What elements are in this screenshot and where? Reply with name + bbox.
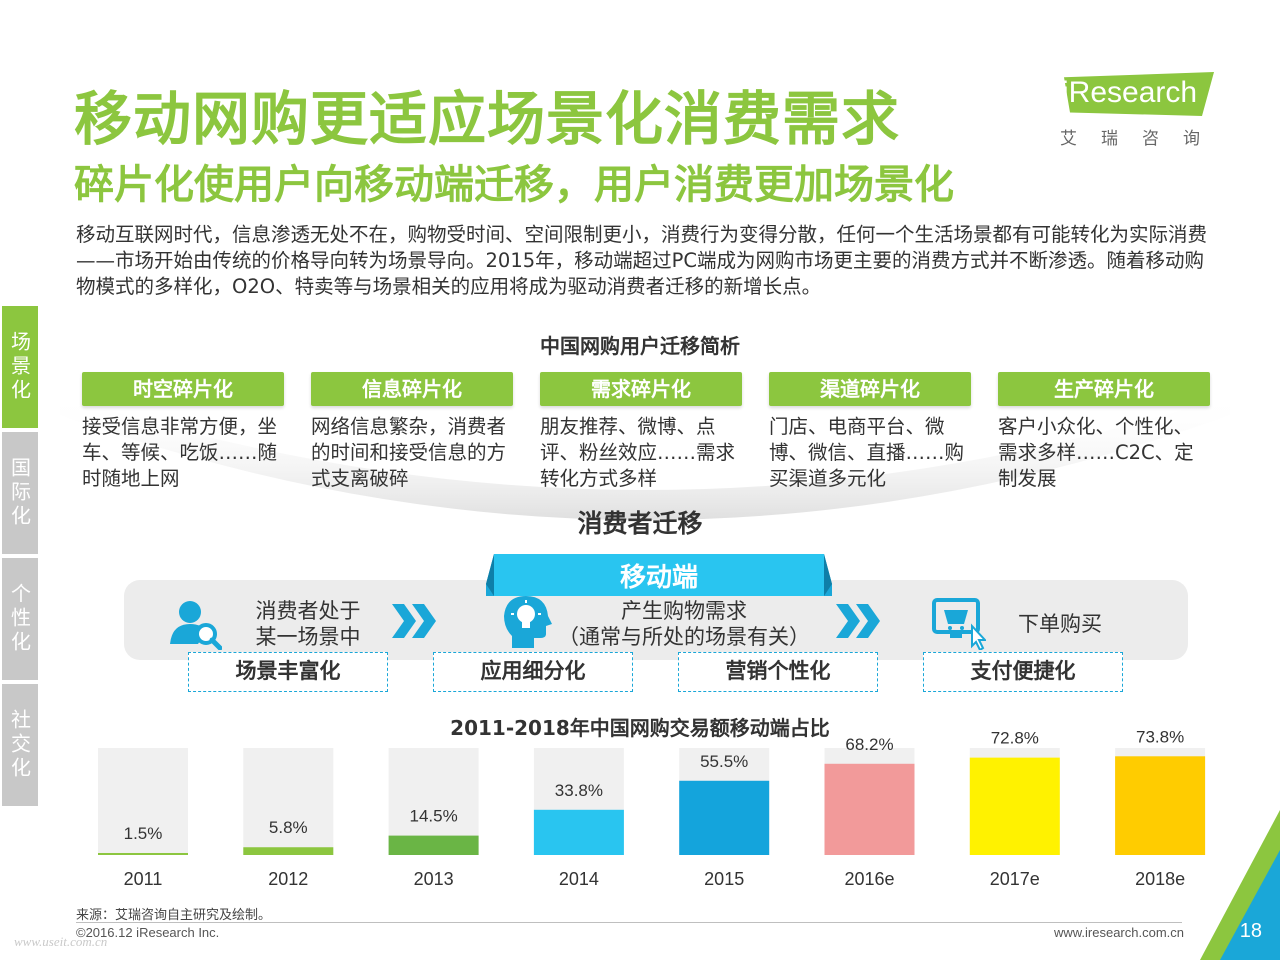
- fragment-heading: 时空碎片化: [82, 372, 284, 406]
- logo-flag-shape: [1064, 72, 1214, 116]
- bar-background: [824, 748, 915, 855]
- step-line: 消费者处于: [255, 599, 361, 623]
- fragment-heading: 需求碎片化: [540, 372, 742, 406]
- step-scenario: 消费者处于 某一场景中: [240, 598, 376, 650]
- step-purchase: 下单购买: [1000, 611, 1120, 637]
- page-number: 18: [1239, 920, 1262, 942]
- bar-background: [679, 748, 770, 855]
- bar-2016e: [824, 763, 915, 855]
- footer-divider: [76, 922, 1182, 923]
- fragment-channel: 渠道碎片化 门店、电商平台、微博、微信、直播……购买渠道多元化: [769, 372, 971, 492]
- mobile-label: 移动端: [619, 563, 698, 593]
- intro-paragraph: 移动互联网时代，信息渗透无处不在，购物受时间、空间限制更小，消费行为变得分散，任…: [76, 223, 1208, 298]
- fragment-information: 信息碎片化 网络信息繁杂，消费者的时间和接受信息的方式支离破碎: [311, 372, 513, 492]
- step-line: （通常与所处的场景有关）: [558, 625, 810, 649]
- bar-background: [98, 748, 188, 855]
- fragment-text: 门店、电商平台、微博、微信、直播……购买渠道多元化: [769, 415, 965, 490]
- data-label-2012: 5.8%: [269, 818, 308, 837]
- chart-title: 2011-2018年中国网购交易额移动端占比: [450, 716, 830, 740]
- bar-background: [533, 748, 624, 855]
- x-tick-2014: 2014: [559, 869, 599, 889]
- bar-background: [243, 748, 334, 855]
- bar-background: [969, 748, 1060, 855]
- bar-2017e: [969, 757, 1060, 855]
- head-lightbulb-icon: [504, 596, 552, 648]
- diagram-title: 中国网购用户迁移简析: [540, 334, 740, 358]
- source-note: 来源：艾瑞咨询自主研究及绘制。: [76, 908, 272, 923]
- step-line: 某一场景中: [255, 625, 361, 649]
- tag-rich-scenarios: 场景丰富化: [188, 652, 388, 692]
- copyright: ©2016.12 iResearch Inc.: [76, 925, 220, 940]
- data-label-2014: 33.8%: [555, 781, 603, 800]
- watermark: www.useit.com.cn: [14, 934, 108, 949]
- x-tick-2018e: 2018e: [1135, 869, 1185, 889]
- step-line: 产生购物需求: [621, 599, 747, 623]
- x-tick-2017e: 2017e: [990, 869, 1040, 889]
- bar-2014: [533, 809, 624, 855]
- side-tab-international[interactable]: 国际化: [2, 432, 38, 554]
- tag-personalized-marketing: 营销个性化: [678, 652, 878, 692]
- step-line: 下单购买: [1018, 612, 1102, 636]
- data-label-2013: 14.5%: [409, 807, 457, 826]
- x-tick-2016e: 2016e: [844, 869, 894, 889]
- shopping-basket-screen-icon: [932, 598, 986, 650]
- page-subtitle: 碎片化使用户向移动端迁移，用户消费更加场景化: [74, 162, 954, 208]
- x-tick-2015: 2015: [704, 869, 744, 889]
- step-demand: 产生购物需求 （通常与所处的场景有关）: [556, 598, 812, 650]
- mobile-banner: [486, 554, 832, 596]
- fragment-text: 网络信息繁杂，消费者的时间和接受信息的方式支离破碎: [311, 415, 507, 490]
- fragment-demand: 需求碎片化 朋友推荐、微博、点评、粉丝效应……需求转化方式多样: [540, 372, 742, 492]
- iresearch-logo: iResearch 艾瑞咨询: [1056, 70, 1226, 150]
- fragment-text: 客户小众化、个性化、需求多样……C2C、定制发展: [998, 415, 1194, 490]
- page-title: 移动网购更适应场景化消费需求: [74, 85, 901, 153]
- migration-arc: [60, 395, 1230, 520]
- bar-2013: [388, 835, 479, 855]
- bar-2015: [679, 780, 770, 855]
- x-tick-2011: 2011: [124, 869, 163, 889]
- side-tab-social[interactable]: 社交化: [2, 684, 38, 806]
- bar-background: [388, 748, 479, 855]
- logo-cn-name: 艾瑞咨询: [1060, 129, 1224, 149]
- x-tick-2012: 2012: [268, 869, 308, 889]
- fragment-text: 接受信息非常方便，坐车、等候、吃饭……随时随地上网: [82, 415, 278, 490]
- user-search-icon: [170, 601, 222, 650]
- tag-convenient-payment: 支付便捷化: [923, 652, 1123, 692]
- bar-2012: [243, 847, 334, 855]
- data-label-2011: 1.5%: [124, 824, 163, 843]
- fragment-heading: 信息碎片化: [311, 372, 513, 406]
- fragment-time-space: 时空碎片化 接受信息非常方便，坐车、等候、吃饭……随时随地上网: [82, 372, 284, 492]
- bar-2011: [98, 852, 188, 855]
- side-tab-personalized[interactable]: 个性化: [2, 558, 38, 680]
- corner-decoration: [1200, 810, 1280, 960]
- logo-brand: iResearch: [1062, 76, 1198, 109]
- double-chevron-icon: [836, 604, 880, 638]
- fragment-text: 朋友推荐、微博、点评、粉丝效应……需求转化方式多样: [540, 415, 736, 490]
- bar-background: [1115, 748, 1206, 855]
- consumer-migration-label: 消费者迁移: [577, 509, 703, 538]
- bar-2018e: [1115, 756, 1206, 855]
- x-tick-2013: 2013: [414, 869, 454, 889]
- tag-app-segmentation: 应用细分化: [433, 652, 633, 692]
- side-tabs: 场景化 国际化 个性化 社交化: [2, 306, 38, 810]
- fragment-production: 生产碎片化 客户小众化、个性化、需求多样……C2C、定制发展: [998, 372, 1210, 492]
- side-tab-scenario[interactable]: 场景化: [2, 306, 38, 428]
- fragment-heading: 渠道碎片化: [769, 372, 971, 406]
- website-link[interactable]: www.iresearch.com.cn: [1053, 925, 1184, 940]
- data-label-2015: 55.5%: [700, 752, 748, 771]
- fragment-heading: 生产碎片化: [998, 372, 1210, 406]
- double-chevron-icon: [392, 604, 436, 638]
